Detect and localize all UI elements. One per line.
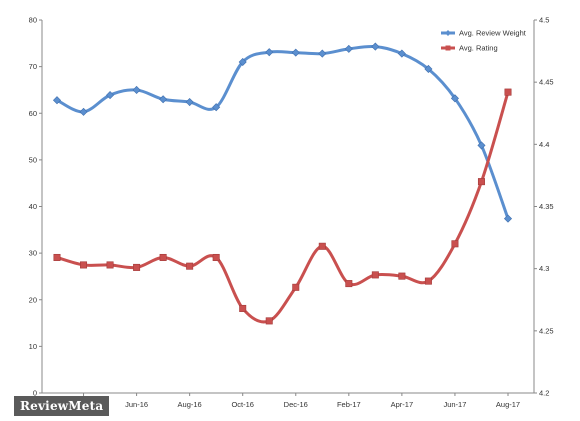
data-point-avg-review-weight: [159, 95, 168, 104]
data-point-avg-review-weight: [503, 214, 513, 223]
data-point-avg-rating: [451, 240, 459, 248]
legend-marker-avg-rating: [445, 45, 451, 51]
x-tick-label: Aug-16: [178, 400, 202, 409]
legend-label-avg-rating: Avg. Rating: [459, 44, 498, 53]
left-tick-label: 50: [29, 155, 37, 164]
data-point-avg-review-weight: [291, 48, 300, 57]
left-tick-label: 30: [29, 249, 37, 258]
data-point-avg-review-weight: [185, 98, 194, 107]
data-point-avg-rating: [53, 253, 61, 261]
data-point-avg-review-weight: [397, 49, 406, 58]
left-tick-label: 80: [29, 16, 37, 25]
chart-axes: [41, 20, 535, 394]
right-tick-label: 4.3: [539, 264, 549, 273]
data-point-avg-rating: [186, 262, 194, 270]
series-line-avg-review-weight: [55, 44, 510, 221]
data-point-avg-rating: [133, 263, 141, 271]
left-tick-label: 70: [29, 62, 37, 71]
series-markers: [52, 42, 513, 325]
data-point-avg-review-weight: [371, 42, 380, 51]
left-tick-label: 40: [29, 202, 37, 211]
x-axis-ticks: Apr-16Jun-16Aug-16Oct-16Dec-16Feb-17Apr-…: [72, 393, 520, 409]
data-point-avg-review-weight: [450, 94, 459, 103]
data-point-avg-review-weight: [132, 85, 141, 94]
data-point-avg-rating: [318, 242, 326, 250]
legend-marker-avg-review-weight: [445, 30, 451, 36]
x-tick-label: Feb-17: [337, 400, 361, 409]
series-lines: [55, 44, 510, 324]
data-point-avg-rating: [239, 304, 247, 312]
x-tick-label: Aug-17: [496, 400, 520, 409]
left-tick-label: 10: [29, 342, 37, 351]
x-tick-label: Apr-17: [391, 400, 414, 409]
data-point-avg-review-weight: [344, 44, 353, 53]
data-point-avg-rating: [80, 261, 88, 269]
x-tick-label: Oct-16: [231, 400, 254, 409]
data-point-avg-rating: [477, 178, 485, 186]
data-point-avg-review-weight: [318, 49, 327, 58]
data-point-avg-rating: [106, 261, 114, 269]
data-point-avg-review-weight: [52, 96, 62, 105]
data-point-avg-review-weight: [212, 103, 221, 112]
watermark-logo: ReviewMeta: [14, 396, 110, 416]
data-point-avg-review-weight: [79, 107, 88, 116]
data-point-avg-review-weight: [477, 141, 486, 150]
data-point-avg-rating: [371, 271, 379, 279]
right-tick-label: 4.35: [539, 202, 554, 211]
left-axis-ticks: 0 10 20 30 40 50 60 70 80: [29, 16, 42, 398]
right-tick-label: 4.4: [539, 140, 549, 149]
left-tick-label: 0: [33, 389, 37, 398]
data-point-avg-review-weight: [265, 48, 274, 57]
data-point-avg-review-weight: [424, 64, 433, 73]
right-tick-label: 4.2: [539, 389, 549, 398]
x-tick-label: Jun-17: [443, 400, 466, 409]
data-point-avg-rating: [265, 317, 273, 325]
data-point-avg-review-weight: [238, 57, 247, 66]
right-tick-label: 4.25: [539, 326, 554, 335]
data-point-avg-rating: [212, 253, 220, 261]
data-point-avg-rating: [424, 277, 432, 285]
right-tick-label: 4.45: [539, 78, 554, 87]
data-point-avg-rating: [398, 272, 406, 280]
data-point-avg-review-weight: [106, 91, 115, 100]
data-point-avg-rating: [159, 253, 167, 261]
data-point-avg-rating: [292, 283, 300, 291]
left-tick-label: 60: [29, 109, 37, 118]
left-tick-label: 20: [29, 295, 37, 304]
right-axis-ticks: 4.2 4.25 4.3 4.35 4.4 4.45 4.5: [534, 16, 554, 398]
legend-label-avg-review-weight: Avg. Review Weight: [459, 29, 527, 38]
legend: Avg. Review Weight Avg. Rating: [441, 29, 527, 53]
right-tick-label: 4.5: [539, 16, 549, 25]
data-point-avg-rating: [504, 88, 512, 96]
series-line-avg-rating: [55, 90, 510, 324]
x-tick-label: Jun-16: [125, 400, 148, 409]
data-point-avg-rating: [345, 280, 353, 288]
x-tick-label: Dec-16: [284, 400, 308, 409]
